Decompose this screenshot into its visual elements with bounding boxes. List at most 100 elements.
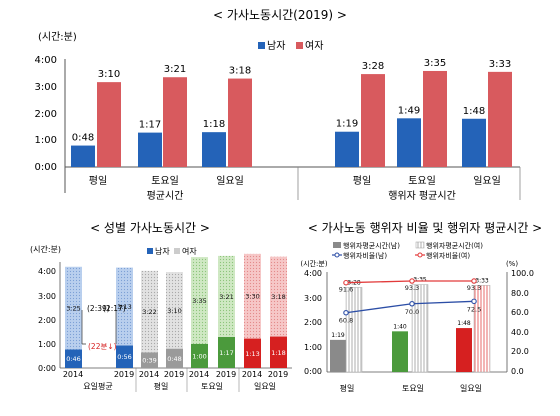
chart-actor-bars: 1:191:40 1:483:28 3:35 3:33 [330, 277, 491, 373]
bar-female-segment [141, 270, 158, 353]
data-label-male: 1:18 [203, 119, 225, 130]
chart-gender-ylabel: (시간:분) [30, 244, 61, 254]
data-label-male: 0:46 [66, 355, 81, 363]
data-label-female: 3:25 [66, 305, 81, 313]
data-label-female: 3:10 [98, 69, 120, 80]
y-tick: 100.0 [511, 269, 534, 278]
chart-top-title: < 가사노동시간(2019) > [213, 8, 347, 22]
chart-actor-legend: 행위자평균시간(남) 행위자평균시간(여) 행위자비율(남) 행위자비율(여) [332, 241, 483, 260]
y-tick: 20.0 [511, 347, 529, 356]
y-tick: 1:00 [304, 343, 322, 352]
bar-male-segment [218, 336, 235, 368]
data-label-male: 1:13 [245, 350, 260, 358]
data-label-male: 0:56 [117, 353, 132, 361]
chart-gender: < 성별 가사노동시간 > (시간:분) 남자 여자 4:00 3:00 2:0… [30, 221, 292, 392]
legend-swatch-female [174, 248, 180, 254]
bar-female-time [411, 284, 429, 373]
data-label-female: 3:21 [219, 293, 234, 301]
chart-gender-bars: 0:46 3:25 0:56 3:13 0:39 3:22 0:48 3:10 1:00 3:35… [65, 253, 287, 368]
bar-male-time [330, 339, 346, 372]
y-tick: 60.0 [511, 308, 529, 317]
line-point [409, 278, 415, 284]
chart-top-yticks: 4:00 3:00 2:00 1:00 0:00 [35, 55, 57, 173]
legend-label-female: 여자 [305, 40, 323, 52]
group-label: 평균시간 [147, 190, 184, 202]
data-label-rate: 72.5 [467, 305, 481, 313]
bar-female-segment [116, 267, 133, 346]
bar-male [462, 118, 486, 167]
x-tick-label: 2019 [268, 370, 288, 379]
bar-male-segment [270, 336, 287, 368]
bar-female [361, 74, 385, 167]
data-label-male: 0:48 [72, 133, 94, 144]
data-label-male: 1:48 [463, 106, 485, 117]
data-label-rate: 93.3 [467, 284, 481, 292]
x-tick-label: 토요일 [402, 384, 424, 393]
data-label-male: 1:00 [192, 352, 207, 360]
y-tick: 0.0 [511, 367, 524, 376]
data-label-male: 0:48 [167, 355, 182, 363]
y-tick: 1:00 [35, 135, 57, 146]
y-tick: 80.0 [511, 289, 529, 298]
chart-actor-title: < 가사노동 행위자 비율 및 행위자 평균시간 > [308, 220, 543, 235]
y-tick: 3:00 [35, 82, 57, 93]
bar-male-segment [244, 338, 261, 368]
chart-actor-lines: 60.8 70.0 72.5 91.6 93.3 93.3 [339, 278, 481, 325]
chart-actor-yticks-left: 4:00 3:00 2:00 1:00 0:00 [304, 269, 322, 376]
x-tick-label: 평일 [353, 175, 371, 187]
annotation-decrease: (22분↓) [88, 342, 117, 351]
data-label-rate: 70.0 [405, 308, 419, 316]
y-tick: 2:00 [38, 316, 56, 325]
legend-label: 행위자비율(여) [426, 251, 470, 260]
x-tick-label: 2014 [63, 370, 83, 379]
y-tick: 0:00 [38, 364, 56, 373]
chart-top-xlabels: 평일 토요일 일요일 평일 토요일 일요일 평균시간 행위자 평균시간 [89, 175, 501, 202]
legend-label: 행위자평균시간(남) [343, 241, 400, 250]
group-label: 행위자 평균시간 [388, 189, 456, 202]
line-point [471, 298, 477, 305]
bar-male [138, 132, 162, 167]
legend-swatch-male-time [333, 242, 341, 248]
chart-gender-legend: 남자 여자 [147, 246, 197, 256]
data-label-female: 3:28 [362, 61, 384, 72]
chart-gender-title: < 성별 가사노동시간 > [90, 221, 210, 235]
bar-female [423, 70, 447, 167]
bar-female-time [345, 287, 363, 373]
y-tick: 3:00 [304, 294, 322, 303]
data-label-female: 3:35 [424, 58, 446, 69]
bar-male-segment [191, 343, 208, 368]
bar-male [335, 131, 359, 167]
data-label-female-time: 3:35 [413, 277, 427, 284]
bar-male [397, 118, 421, 167]
data-label-male-time: 1:40 [393, 323, 407, 330]
data-label-male-time: 1:19 [331, 332, 345, 339]
bar-female [97, 82, 121, 167]
line-point [471, 278, 477, 284]
line-point [343, 309, 349, 316]
bar-female [488, 71, 512, 167]
legend-label-male: 남자 [155, 247, 170, 256]
x-tick-label: 2019 [114, 370, 134, 379]
chart-gender-yticks: 4:00 3:00 2:00 1:00 0:00 [38, 267, 56, 373]
chart-top-bars: 0:48 1:17 1:18 1:19 1:49 1:48 3:10 3:21 3:18 3:28… [71, 58, 512, 167]
legend-swatch-male [258, 42, 265, 49]
x-tick-label: 토요일 [408, 175, 436, 187]
x-tick-label: 일요일 [473, 175, 501, 187]
chart-actor: < 가사노동 행위자 비율 및 행위자 평균시간 > 행위자평균시간(남) 행위… [300, 220, 542, 393]
x-tick-label: 2014 [189, 370, 209, 379]
x-tick-label: 평일 [89, 175, 107, 187]
data-label-rate: 93.3 [405, 284, 419, 292]
data-label-female: 3:21 [164, 64, 186, 75]
legend-marker [417, 252, 423, 258]
line-point [343, 279, 349, 286]
bar-female-time [473, 285, 491, 373]
y-tick: 1:00 [38, 340, 56, 349]
data-label-male: 1:49 [398, 105, 420, 116]
annotation-gap-2019: (2:17) [103, 304, 126, 313]
bar-male-segment [65, 349, 82, 368]
x-tick-label: 토요일 [151, 175, 179, 187]
group-label: 요일평균 [83, 381, 112, 391]
y-tick: 40.0 [511, 328, 529, 337]
